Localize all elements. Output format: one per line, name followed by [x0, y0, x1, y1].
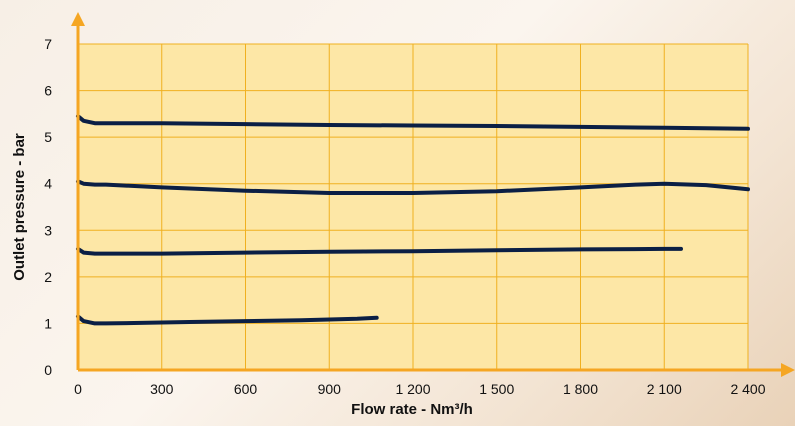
y-tick-label: 5	[44, 129, 52, 145]
y-axis-arrow	[71, 12, 85, 26]
y-tick-label: 7	[44, 36, 52, 52]
x-tick-label: 1 800	[563, 381, 598, 397]
y-tick-label: 4	[44, 176, 52, 192]
x-axis-arrow	[781, 363, 795, 377]
y-tick-label: 2	[44, 269, 52, 285]
x-tick-label: 0	[74, 381, 82, 397]
series-line-3	[76, 179, 750, 195]
x-tick-label: 2 400	[730, 381, 765, 397]
series-line-4	[76, 114, 750, 131]
y-tick-label: 6	[44, 83, 52, 99]
x-tick-label: 2 100	[647, 381, 682, 397]
x-tick-label: 1 200	[395, 381, 430, 397]
series-line-1	[76, 314, 379, 326]
y-axis-title: Outlet pressure - bar	[11, 133, 28, 281]
x-tick-label: 900	[318, 381, 342, 397]
x-tick-label: 600	[234, 381, 258, 397]
x-axis-title: Flow rate - Nm³/h	[351, 401, 473, 418]
y-tick-label: 0	[44, 362, 52, 378]
x-tick-label: 300	[150, 381, 174, 397]
series-line-2	[76, 246, 683, 256]
y-tick-label: 3	[44, 222, 52, 238]
x-tick-label: 1 500	[479, 381, 514, 397]
y-tick-label: 1	[44, 315, 52, 331]
